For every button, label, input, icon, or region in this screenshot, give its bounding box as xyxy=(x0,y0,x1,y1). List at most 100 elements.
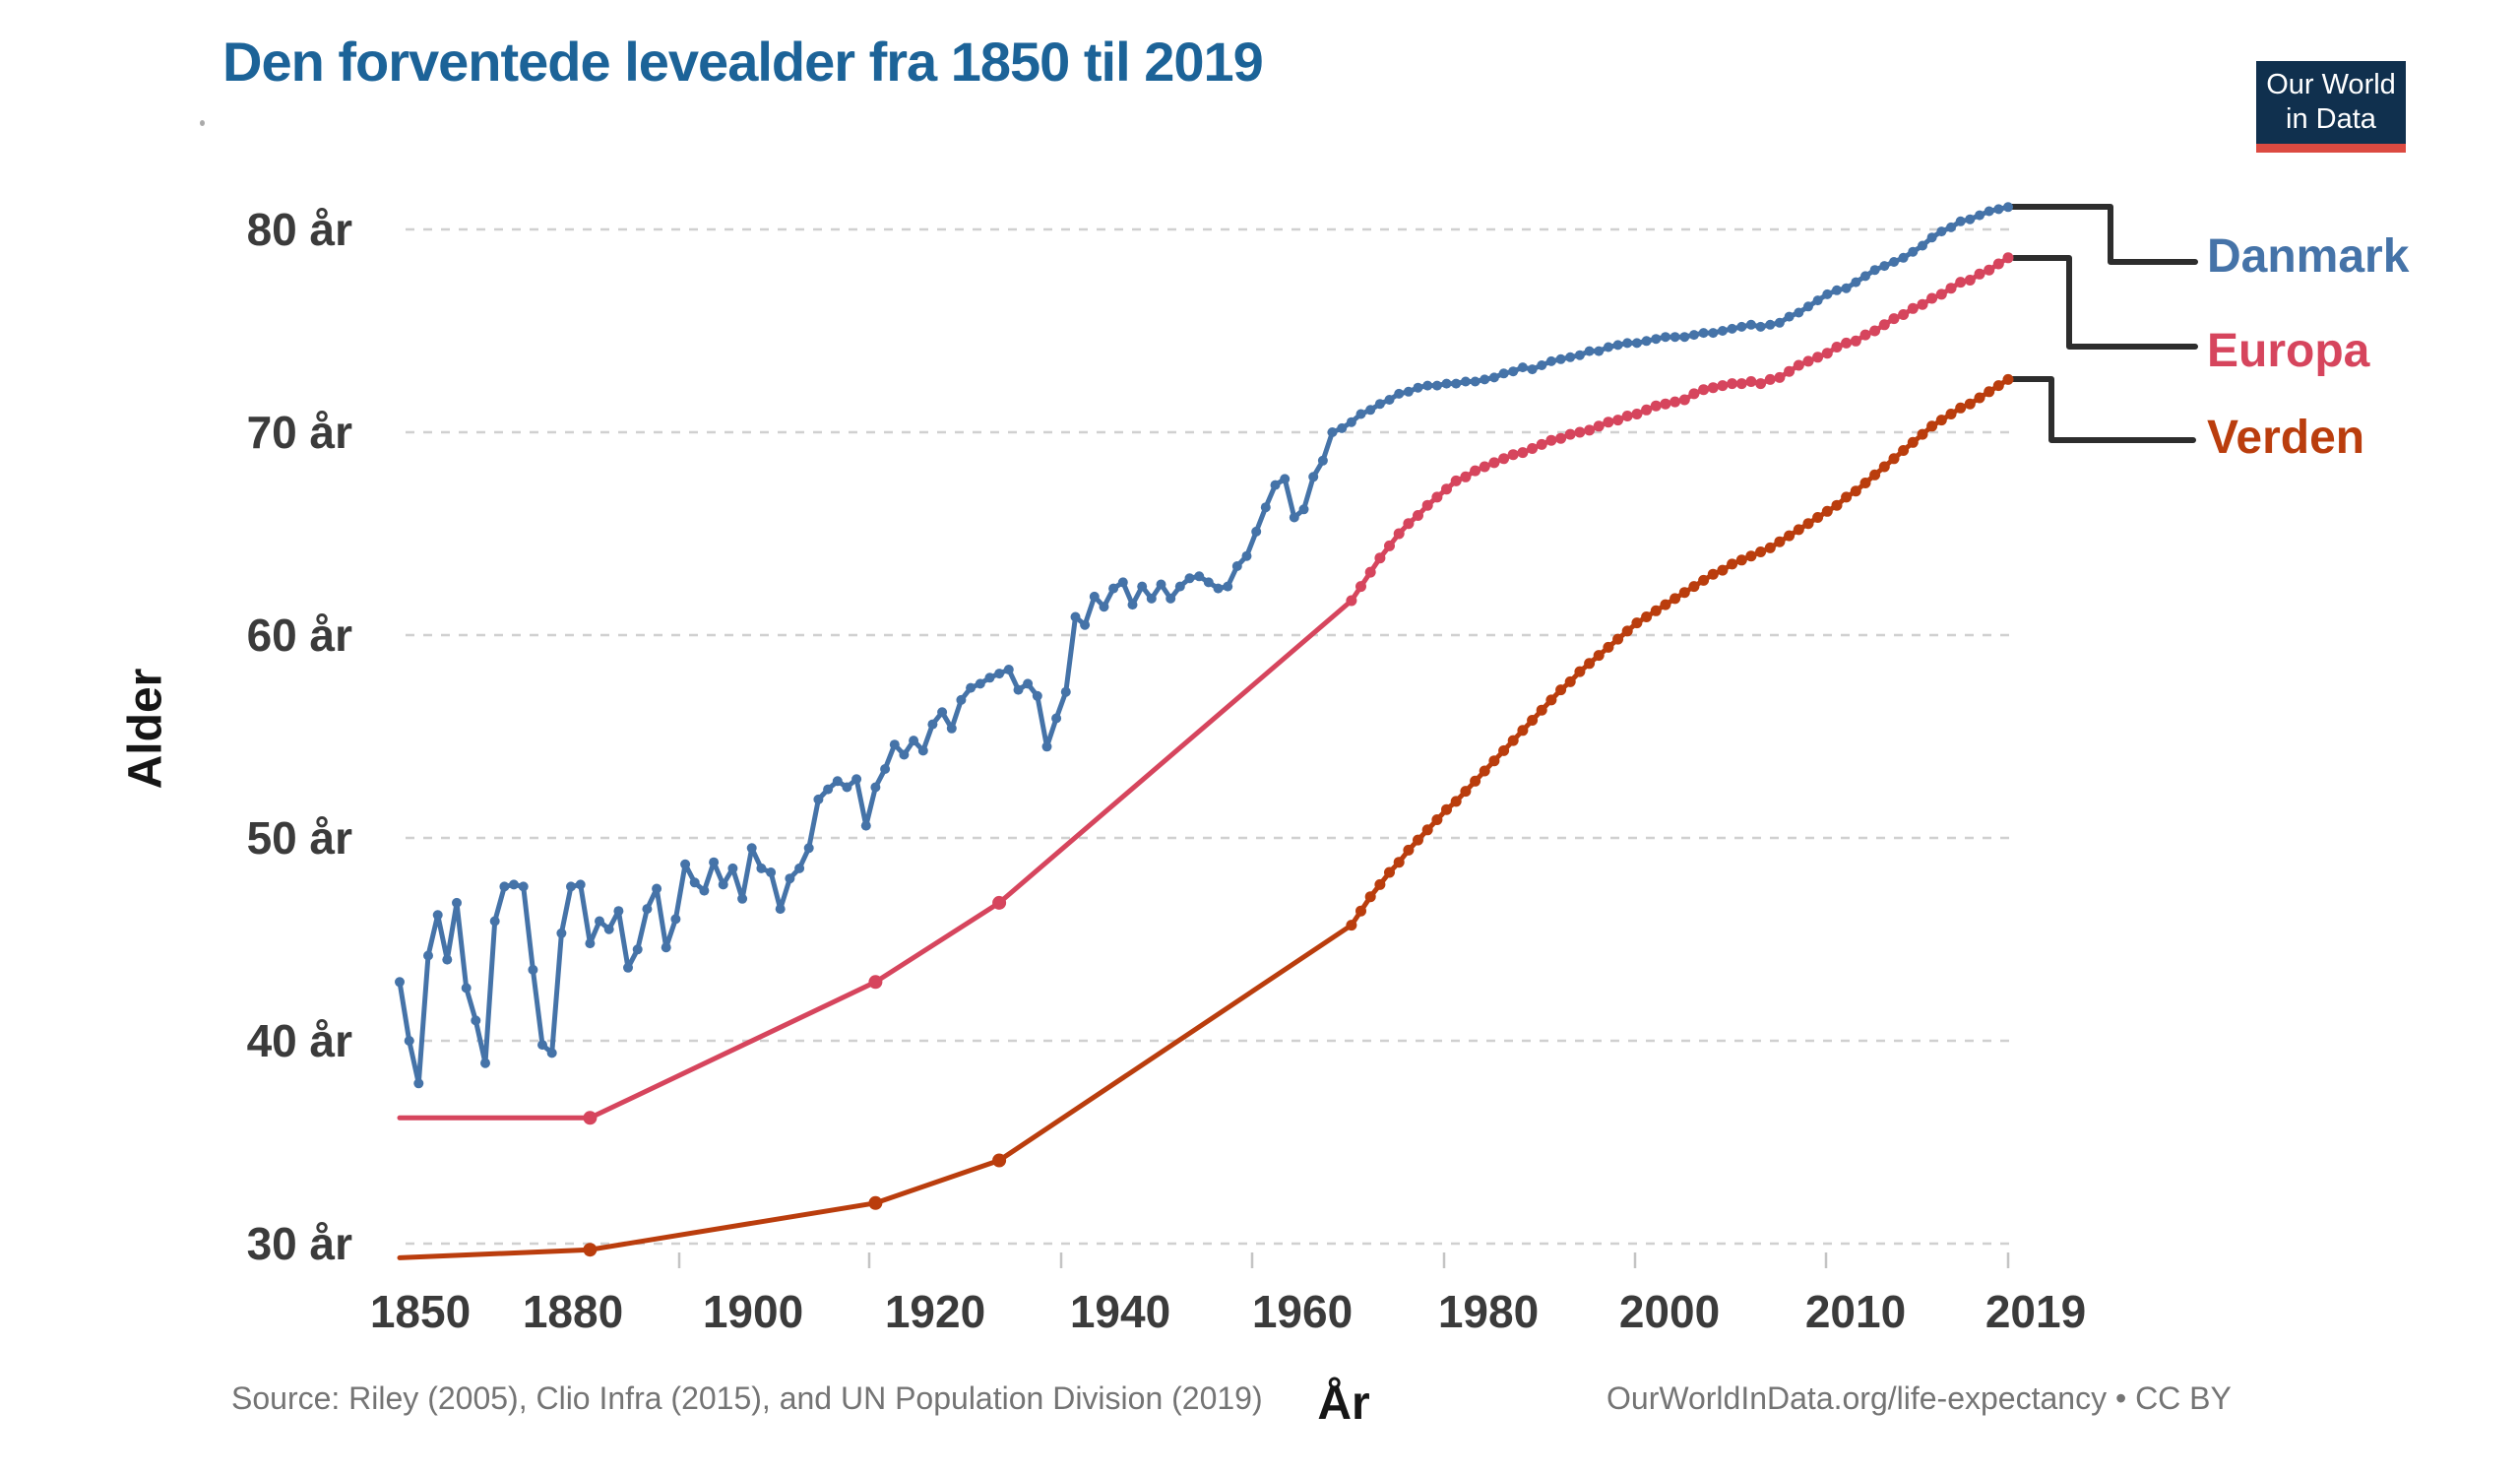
data-point xyxy=(1859,329,1871,341)
data-point xyxy=(1888,313,1900,325)
data-point xyxy=(766,867,777,877)
data-point xyxy=(984,673,995,683)
legend-label-danmark[interactable]: Danmark xyxy=(2207,230,2410,283)
data-point xyxy=(1918,240,1927,251)
data-point xyxy=(1688,388,1700,400)
data-point xyxy=(1707,568,1719,580)
data-point xyxy=(1717,380,1729,392)
data-point xyxy=(1603,417,1614,428)
data-point xyxy=(1488,755,1500,767)
data-point xyxy=(1812,512,1824,523)
data-point xyxy=(1879,261,1890,272)
data-point xyxy=(518,881,529,892)
data-point xyxy=(1517,447,1529,459)
data-point xyxy=(1555,432,1567,444)
data-point xyxy=(1698,328,1709,339)
data-point xyxy=(1841,283,1852,293)
data-point xyxy=(1479,461,1490,473)
data-point xyxy=(1992,380,2004,392)
data-point xyxy=(1374,399,1385,410)
data-point xyxy=(1080,619,1091,630)
data-point xyxy=(1850,485,1861,497)
x-axis-title: År xyxy=(1317,1378,1370,1430)
data-point xyxy=(1403,844,1415,856)
data-point xyxy=(1355,409,1366,419)
data-point xyxy=(1593,420,1605,432)
data-point xyxy=(1137,581,1148,592)
data-point xyxy=(1431,814,1443,825)
data-point xyxy=(1184,573,1195,584)
data-point xyxy=(461,983,472,994)
attribution-link[interactable]: OurWorldInData.org/life-expectancy • CC … xyxy=(1606,1380,2232,1416)
data-point xyxy=(1641,404,1653,416)
data-point xyxy=(1926,420,1938,432)
owid-logo[interactable]: Our World in Data xyxy=(2256,61,2406,153)
stray-dot-artifact xyxy=(200,120,205,126)
x-tick-label: 2010 xyxy=(1805,1286,1906,1337)
data-point xyxy=(889,739,900,750)
legend-connector-danmark xyxy=(2009,204,2198,265)
data-point xyxy=(1213,583,1224,594)
y-axis-tick-labels: 80 år 70 år 60 år 50 år 40 år 30 år xyxy=(247,204,353,1269)
x-tick-label: 1880 xyxy=(523,1286,623,1337)
data-point xyxy=(499,881,510,892)
data-point xyxy=(1802,518,1814,530)
data-point xyxy=(1869,325,1881,337)
owid-logo-line2: in Data xyxy=(2286,103,2376,135)
data-point xyxy=(709,857,720,867)
data-point xyxy=(1441,483,1452,495)
data-point xyxy=(1745,319,1756,330)
data-point xyxy=(1298,504,1309,515)
data-point xyxy=(1727,378,1738,390)
y-tick-label: 30 år xyxy=(247,1218,353,1269)
data-point xyxy=(1041,741,1052,752)
data-point xyxy=(1850,335,1861,347)
data-point xyxy=(583,1243,598,1257)
data-point xyxy=(1735,378,1747,390)
data-point xyxy=(1032,690,1042,701)
data-point xyxy=(1127,600,1138,610)
data-point xyxy=(1384,540,1395,551)
data-point xyxy=(480,1058,490,1068)
series-line-verden xyxy=(397,376,2011,1260)
data-point xyxy=(946,723,957,734)
data-point xyxy=(1555,353,1566,364)
data-point xyxy=(1413,382,1423,393)
data-point xyxy=(727,863,738,873)
data-point xyxy=(1545,694,1557,706)
x-tick-label: 2000 xyxy=(1619,1286,1720,1337)
data-point xyxy=(956,694,967,705)
data-point xyxy=(1507,449,1519,461)
data-point xyxy=(1470,465,1481,477)
source-note: Source: Riley (2005), Clio Infra (2015),… xyxy=(231,1380,1263,1416)
data-point xyxy=(992,1153,1007,1168)
data-point xyxy=(832,776,843,787)
data-point xyxy=(1641,336,1652,347)
data-point xyxy=(1831,499,1843,511)
data-point xyxy=(1888,453,1900,465)
data-point xyxy=(1822,289,1833,299)
data-point xyxy=(1108,583,1119,594)
data-series-layer xyxy=(395,202,2014,1260)
data-point xyxy=(1231,561,1242,571)
data-point xyxy=(613,906,624,917)
data-point xyxy=(1421,824,1433,836)
owid-logo-line1: Our World xyxy=(2266,68,2396,100)
legend-connector-europa xyxy=(2011,255,2198,350)
data-point xyxy=(1641,611,1653,622)
legend-connector-verden xyxy=(2009,376,2196,443)
data-point xyxy=(699,885,710,896)
data-point xyxy=(1974,392,1985,404)
data-point xyxy=(1384,866,1395,878)
legend-label-verden[interactable]: Verden xyxy=(2207,412,2364,464)
legend-label-europa[interactable]: Europa xyxy=(2207,325,2370,377)
data-point xyxy=(1821,505,1833,517)
y-tick-label: 40 år xyxy=(247,1015,353,1066)
data-point xyxy=(1280,474,1291,484)
data-point xyxy=(1270,480,1281,490)
data-point xyxy=(1260,502,1271,513)
data-point xyxy=(1166,593,1176,604)
data-point xyxy=(927,719,938,730)
data-point xyxy=(1584,346,1595,356)
